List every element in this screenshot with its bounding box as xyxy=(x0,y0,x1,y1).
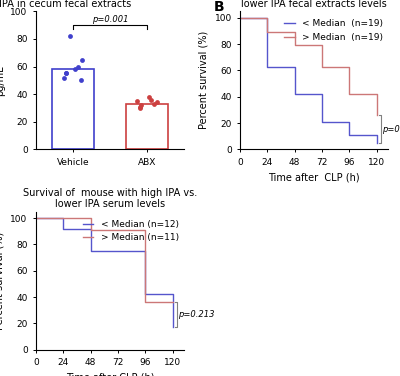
Point xyxy=(148,97,154,103)
Point xyxy=(75,64,81,70)
Text: p=0.213: p=0.213 xyxy=(178,310,215,319)
X-axis label: Time after  CLP (h): Time after CLP (h) xyxy=(268,172,360,182)
Point xyxy=(62,70,69,76)
Text: B: B xyxy=(214,0,224,14)
Legend: < Median  (n=19), > Median  (n=19): < Median (n=19), > Median (n=19) xyxy=(280,16,386,45)
Title: Survival of  mouse with high IPA vs.
lower IPA fecal extracts levels: Survival of mouse with high IPA vs. lowe… xyxy=(227,0,400,9)
Bar xyxy=(52,69,94,149)
Point xyxy=(79,57,86,63)
Point xyxy=(151,101,157,107)
Text: p=0.043: p=0.043 xyxy=(382,124,400,133)
Point xyxy=(62,70,69,76)
Text: IPA in cecum fecal extracts: IPA in cecum fecal extracts xyxy=(0,0,131,9)
Text: p=0.001: p=0.001 xyxy=(92,15,128,24)
Point xyxy=(154,99,160,105)
Point xyxy=(60,74,67,80)
Bar xyxy=(126,104,168,149)
Point xyxy=(146,94,152,100)
Point xyxy=(137,103,144,109)
X-axis label: Time after CLP (h): Time after CLP (h) xyxy=(66,373,154,376)
Y-axis label: Percent survival (%): Percent survival (%) xyxy=(199,31,209,129)
Point xyxy=(137,105,144,111)
Y-axis label: pg/mL: pg/mL xyxy=(0,65,5,96)
Point xyxy=(72,66,78,72)
Y-axis label: Percent survival (%): Percent survival (%) xyxy=(0,232,5,330)
Point xyxy=(78,77,84,83)
Point xyxy=(138,102,144,108)
Legend: < Median (n=12), > Median (n=11): < Median (n=12), > Median (n=11) xyxy=(79,216,182,246)
Title: Survival of  mouse with high IPA vs.
lower IPA serum levels: Survival of mouse with high IPA vs. lowe… xyxy=(23,188,197,209)
Point xyxy=(67,33,74,39)
Point xyxy=(134,98,140,104)
